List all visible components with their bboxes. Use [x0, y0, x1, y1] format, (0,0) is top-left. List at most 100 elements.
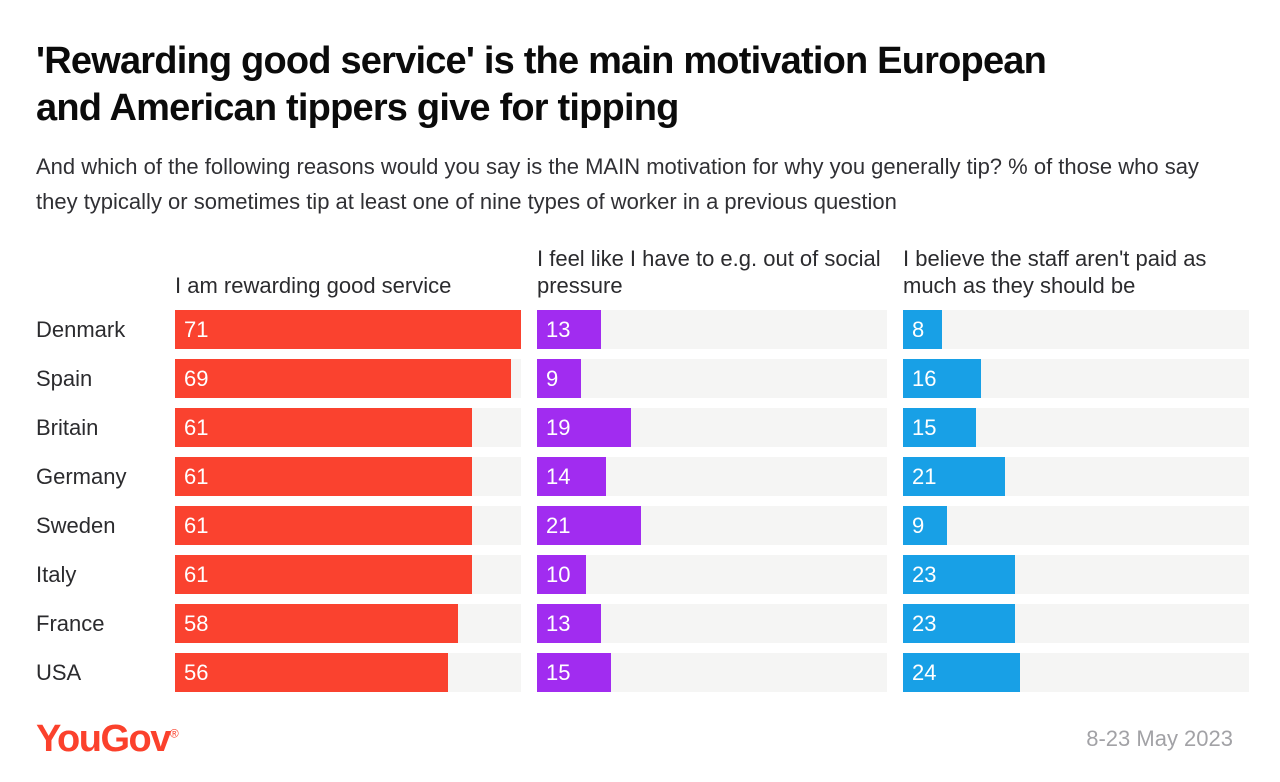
bar-value-label: 23 — [912, 561, 937, 587]
bar: 24 — [903, 653, 1020, 692]
bar: 58 — [175, 604, 458, 643]
bar: 61 — [175, 555, 473, 594]
bar-track: 13 — [537, 310, 887, 349]
bar-value-label: 8 — [912, 316, 925, 342]
country-label: France — [36, 610, 105, 636]
bar-value-label: 61 — [184, 512, 209, 538]
bar-value-label: 9 — [546, 365, 559, 391]
bar: 23 — [903, 555, 1016, 594]
bar-track: 69 — [175, 359, 521, 398]
bar: 56 — [175, 653, 448, 692]
chart-rows: Denmark 71 13 8 Spain 69 9 16 Britain 61 19 15 Germa… — [36, 310, 1249, 692]
chart-row: Britain 61 19 15 — [36, 408, 1249, 447]
yougov-logo-text: YouGov — [36, 718, 171, 760]
bar: 21 — [903, 457, 1006, 496]
country-label: USA — [36, 659, 82, 685]
country-label: Italy — [36, 561, 77, 587]
bar-track: 21 — [537, 506, 887, 545]
bar-value-label: 15 — [912, 414, 937, 440]
bar: 10 — [537, 555, 587, 594]
bar-track: 58 — [175, 604, 521, 643]
bar-track: 61 — [175, 408, 521, 447]
bar: 23 — [903, 604, 1016, 643]
bar-track: 61 — [175, 457, 521, 496]
bar-value-label: 61 — [184, 463, 209, 489]
page-title: 'Rewarding good service' is the main mot… — [36, 40, 1047, 129]
fieldwork-dates: 8-23 May 2023 — [1086, 726, 1233, 751]
chart-row: USA 56 15 24 — [36, 653, 1249, 692]
series-header-rewarding: I am rewarding good service — [175, 273, 452, 298]
bar-value-label: 13 — [546, 610, 571, 636]
bar-value-label: 69 — [184, 365, 209, 391]
bar-value-label: 13 — [546, 316, 571, 342]
bar-track: 24 — [903, 653, 1249, 692]
bar: 15 — [537, 653, 611, 692]
bar-value-label: 24 — [912, 659, 937, 685]
bar-value-label: 61 — [184, 414, 209, 440]
chart-subtitle: And which of the following reasons would… — [36, 154, 1199, 214]
footer: YouGov® 8-23 May 2023 — [36, 720, 1233, 758]
bar-track: 56 — [175, 653, 521, 692]
bar-track: 9 — [903, 506, 1249, 545]
bar: 13 — [537, 604, 602, 643]
series-header-pressure: I feel like I have to e.g. out of social… — [537, 246, 881, 298]
bar-value-label: 15 — [546, 659, 571, 685]
bar-track: 23 — [903, 604, 1249, 643]
bar: 61 — [175, 457, 473, 496]
country-label: Sweden — [36, 512, 116, 538]
country-label: Britain — [36, 414, 99, 440]
bar: 8 — [903, 310, 942, 349]
chart-row: Spain 69 9 16 — [36, 359, 1249, 398]
bar-track: 19 — [537, 408, 887, 447]
bar-track: 23 — [903, 555, 1249, 594]
bar: 61 — [175, 506, 473, 545]
bar-value-label: 71 — [184, 316, 209, 342]
bar-value-label: 23 — [912, 610, 937, 636]
bar-track: 16 — [903, 359, 1249, 398]
country-label: Spain — [36, 365, 93, 391]
bar-value-label: 21 — [546, 512, 571, 538]
bar-track: 14 — [537, 457, 887, 496]
bar-track: 13 — [537, 604, 887, 643]
bar-value-label: 61 — [184, 561, 209, 587]
bar-value-label: 10 — [546, 561, 571, 587]
bar-value-label: 14 — [546, 463, 571, 489]
bar-value-label: 21 — [912, 463, 937, 489]
bar: 14 — [537, 457, 606, 496]
bar: 21 — [537, 506, 641, 545]
bar-track: 15 — [903, 408, 1249, 447]
chart-row: Sweden 61 21 9 — [36, 506, 1249, 545]
bar-value-label: 19 — [546, 414, 571, 440]
bar-track: 10 — [537, 555, 887, 594]
bar: 15 — [903, 408, 977, 447]
bar: 71 — [175, 310, 521, 349]
bar-track: 15 — [537, 653, 887, 692]
bar: 9 — [903, 506, 947, 545]
bar-chart: I am rewarding good service I feel like … — [36, 245, 1249, 692]
bar-value-label: 16 — [912, 365, 937, 391]
series-header-pay: I believe the staff aren't paid as much … — [903, 246, 1207, 298]
chart-row: Germany 61 14 21 — [36, 457, 1249, 496]
bar-track: 21 — [903, 457, 1249, 496]
series-headers: I am rewarding good service I feel like … — [36, 245, 1233, 299]
bar-track: 61 — [175, 555, 521, 594]
registered-trademark-icon: ® — [169, 726, 179, 741]
bar-value-label: 58 — [184, 610, 209, 636]
bar: 9 — [537, 359, 582, 398]
bar: 16 — [903, 359, 981, 398]
chart-row: France 58 13 23 — [36, 604, 1249, 643]
bar-track: 8 — [903, 310, 1249, 349]
bar-track: 61 — [175, 506, 521, 545]
bar: 69 — [175, 359, 512, 398]
bar-value-label: 9 — [912, 512, 925, 538]
bar-track: 9 — [537, 359, 887, 398]
country-label: Germany — [36, 463, 127, 489]
country-label: Denmark — [36, 316, 126, 342]
chart-row: Italy 61 10 23 — [36, 555, 1249, 594]
yougov-logo: YouGov® — [36, 718, 179, 760]
bar: 61 — [175, 408, 473, 447]
bar-track: 71 — [175, 310, 521, 349]
bar-value-label: 56 — [184, 659, 209, 685]
chart-row: Denmark 71 13 8 — [36, 310, 1249, 349]
